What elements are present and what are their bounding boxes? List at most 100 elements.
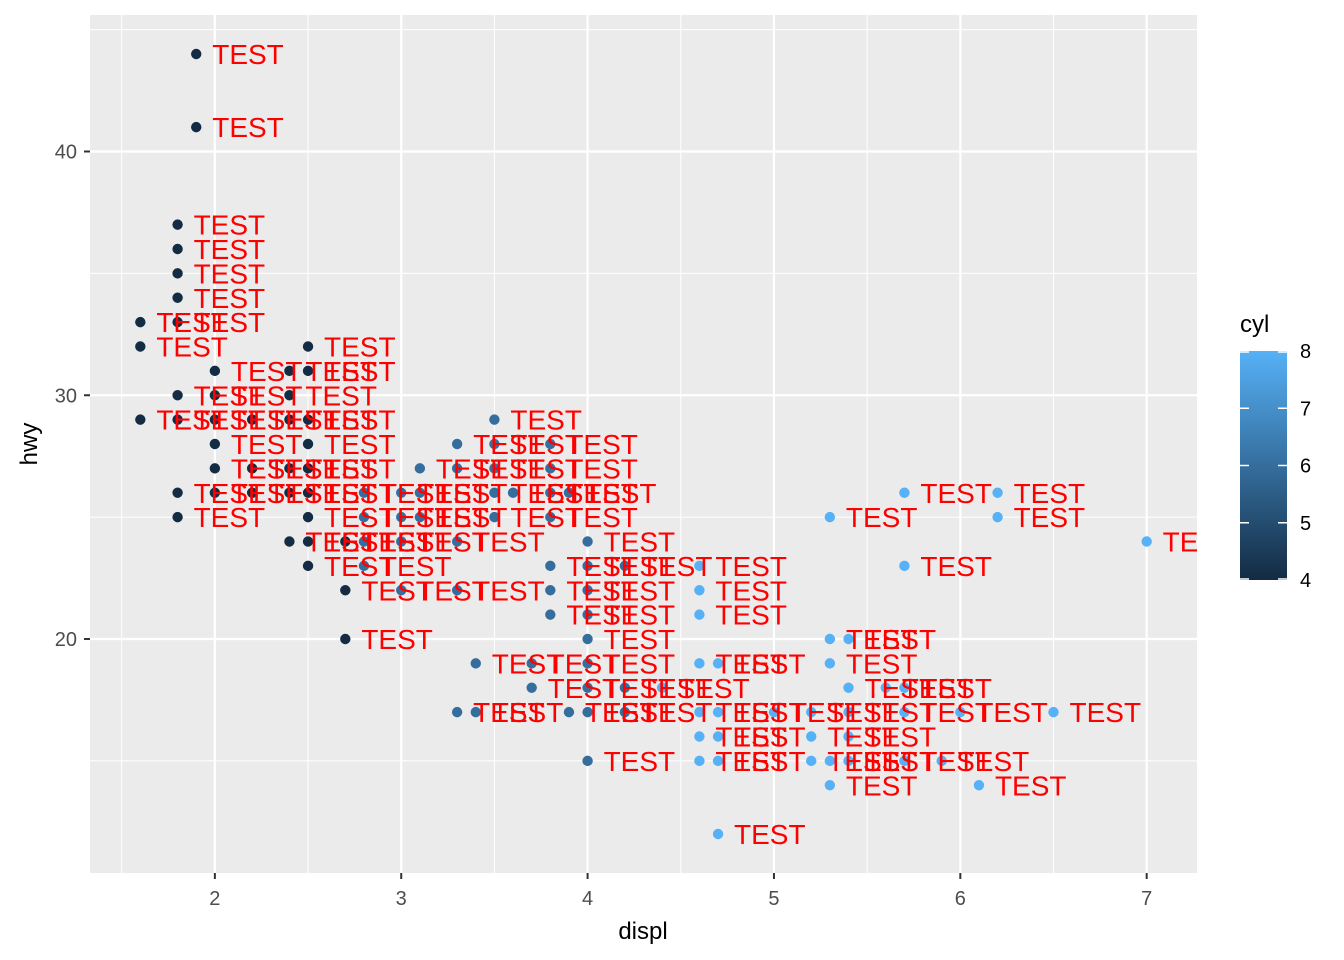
data-point — [302, 560, 314, 572]
point-label: TEST — [604, 600, 676, 631]
data-point — [135, 341, 146, 352]
data-point — [824, 511, 836, 523]
legend-title: cyl — [1240, 311, 1269, 338]
data-point — [358, 511, 370, 523]
data-point — [694, 706, 705, 718]
data-point — [414, 487, 426, 498]
data-point — [619, 706, 631, 718]
point-label: TEST — [715, 722, 787, 753]
point-label: TEST — [510, 405, 582, 436]
data-point — [545, 560, 556, 572]
point-label: TEST — [156, 307, 228, 338]
point-label: TEST — [585, 478, 657, 509]
legend-tick-label: 8 — [1300, 341, 1311, 363]
point-label: TEST — [268, 478, 340, 509]
point-label: TEST — [324, 502, 396, 533]
data-point — [582, 536, 593, 547]
data-point — [340, 633, 351, 645]
point-label: TEST — [1014, 502, 1086, 533]
data-point — [582, 658, 593, 669]
point-label: TEST — [231, 478, 303, 509]
point-label: TEST — [194, 307, 266, 338]
data-point — [899, 487, 910, 498]
point-label: TEST — [194, 283, 266, 314]
data-point — [712, 828, 724, 840]
data-point — [582, 682, 593, 693]
point-label: TEST — [324, 527, 396, 558]
data-point — [302, 414, 314, 425]
legend-tick-label: 4 — [1300, 570, 1311, 592]
point-label: TEST — [846, 746, 918, 777]
point-label: TEST — [715, 746, 787, 777]
data-point — [246, 414, 258, 425]
data-point — [694, 585, 705, 596]
data-point — [172, 292, 183, 303]
point-label: TEST — [678, 673, 750, 704]
x-tick-label: 7 — [1141, 888, 1152, 910]
point-label: TEST — [566, 502, 638, 533]
data-point — [582, 755, 593, 767]
point-label: TEST — [566, 453, 638, 484]
point-label: TEST — [566, 575, 638, 606]
color-legend: cyl 4 5 6 7 8 — [1240, 311, 1311, 592]
data-point — [712, 731, 724, 742]
data-point — [768, 706, 780, 718]
data-point — [191, 121, 202, 133]
data-point — [806, 755, 817, 767]
point-label: TEST — [846, 770, 918, 801]
data-point — [582, 585, 593, 596]
data-point — [582, 560, 593, 572]
point-label: TEST — [305, 380, 377, 411]
y-axis-title: hwy — [16, 423, 43, 466]
point-label: TEST — [305, 527, 377, 558]
point-label: TEST — [1163, 527, 1235, 558]
point-label: TEST — [995, 770, 1067, 801]
data-point — [172, 414, 183, 425]
point-label: TEST — [1014, 478, 1086, 509]
point-label: TEST — [305, 478, 377, 509]
plot-panel — [90, 15, 1197, 873]
data-point — [843, 755, 854, 767]
data-point — [284, 463, 295, 474]
point-label: TEST — [510, 453, 582, 484]
x-tick-label: 3 — [396, 888, 407, 910]
point-label: TEST — [305, 405, 377, 436]
data-point — [526, 682, 537, 693]
data-point — [824, 658, 836, 669]
data-point — [582, 609, 593, 620]
data-point — [1048, 706, 1059, 718]
data-point — [358, 536, 370, 547]
data-point — [191, 48, 202, 60]
point-label: TEST — [324, 429, 396, 460]
point-label: TEST — [492, 697, 564, 728]
data-point — [899, 560, 910, 572]
point-label: TEST — [324, 356, 396, 387]
x-tick-label: 5 — [768, 888, 779, 910]
data-point — [526, 658, 537, 669]
data-point — [824, 633, 836, 645]
data-point — [470, 706, 481, 718]
point-label: TEST — [473, 429, 545, 460]
data-point — [340, 536, 351, 547]
data-point — [451, 463, 463, 474]
point-label: TEST — [734, 697, 806, 728]
data-point — [545, 487, 556, 498]
point-label: TEST — [566, 600, 638, 631]
data-point — [284, 414, 295, 425]
data-point — [172, 511, 183, 523]
legend-tick-label: 5 — [1300, 513, 1311, 535]
data-point — [563, 487, 575, 498]
data-point — [545, 463, 556, 474]
data-point — [619, 560, 631, 572]
data-point — [489, 463, 500, 474]
points-layer — [135, 48, 1152, 840]
point-label: TEST — [920, 746, 992, 777]
point-label: TEST — [194, 210, 266, 241]
data-point — [880, 682, 891, 693]
point-label: TEST — [380, 502, 452, 533]
point-label: TEST — [436, 502, 508, 533]
data-point — [451, 438, 463, 450]
x-tick-label: 2 — [209, 888, 220, 910]
point-label: TEST — [976, 697, 1048, 728]
